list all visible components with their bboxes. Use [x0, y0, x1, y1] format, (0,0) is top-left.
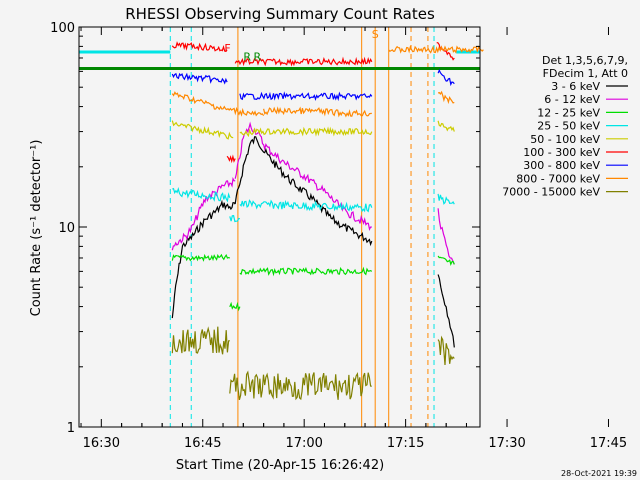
series-line-4-0 [171, 120, 234, 140]
series-line-0-0 [171, 199, 236, 319]
legend-label-3: 25 - 50 keV [537, 120, 600, 133]
legend-label-1: 6 - 12 keV [544, 93, 600, 106]
x-tick-label-2: 17:00 [285, 436, 322, 451]
series-line-3-2 [239, 199, 373, 213]
series-line-6-1 [239, 91, 373, 102]
series-line-7-2 [388, 45, 484, 54]
x-tick-label-3: 17:15 [387, 436, 424, 451]
annotation-2: R [243, 50, 251, 63]
series-line-6-2 [437, 68, 455, 87]
series-line-1-1 [234, 121, 372, 231]
series-line-7-3 [437, 90, 455, 105]
y-axis-label: Count Rate (s⁻¹ detector⁻¹) [29, 140, 44, 317]
legend-header-0: Det 1,3,5,6,7,9, [542, 54, 628, 67]
annotation-3: R [253, 50, 261, 63]
legend-header-1: FDecim 1, Att 0 [543, 67, 628, 80]
series-line-4-1 [239, 126, 373, 138]
legend-label-4: 50 - 100 keV [530, 133, 600, 146]
series-line-8-1 [229, 370, 372, 401]
x-axis-label: Start Time (20-Apr-15 16:26:42) [176, 458, 384, 473]
legend-label-7: 800 - 7000 keV [516, 172, 600, 185]
series-line-5-2 [234, 56, 373, 67]
legend-label-2: 12 - 25 keV [537, 106, 600, 119]
plot-content: SFR R [79, 27, 484, 427]
series-line-3-3 [437, 193, 455, 205]
series-line-7-1 [263, 106, 372, 118]
series-line-2-2 [239, 266, 373, 277]
series-12-25kev [171, 253, 455, 312]
legend-label-0: 3 - 6 keV [551, 80, 600, 93]
generated-timestamp: 28-Oct-2021 19:39 [561, 469, 637, 478]
x-tick-label-5: 17:45 [590, 436, 627, 451]
series-50-100kev [171, 120, 455, 140]
series-line-3-0 [172, 186, 231, 203]
series-line-5-0 [171, 41, 228, 52]
series-line-1-2 [437, 208, 455, 265]
legend-label-8: 7000 - 15000 keV [502, 186, 600, 199]
series-7000-15000kev [171, 326, 455, 401]
series-6-12kev [171, 121, 455, 265]
series-line-1-0 [171, 177, 236, 251]
y-tick-label-0: 1 [67, 421, 75, 436]
legend: Det 1,3,5,6,7,9,FDecim 1, Att 03 - 6 keV… [502, 54, 628, 199]
series-line-5-3 [436, 42, 455, 61]
series-3-6kev [171, 136, 455, 348]
series-line-5-1 [226, 154, 236, 164]
x-tick-label-4: 17:30 [488, 436, 525, 451]
annotation-1: F [224, 42, 230, 55]
series-line-6-0 [171, 72, 228, 85]
series-line-8-2 [437, 335, 455, 366]
series-line-0-1 [234, 136, 373, 247]
series-300-800kev [171, 68, 455, 102]
series-line-0-2 [437, 274, 455, 348]
y-tick-label-1: 10 [58, 221, 75, 236]
series-line-8-0 [171, 326, 230, 355]
x-tick-label-1: 16:45 [184, 436, 221, 451]
series-line-2-3 [437, 255, 455, 266]
series-line-3-1 [229, 215, 240, 223]
annotation-0: S [372, 28, 379, 41]
y-tick-label-2: 100 [50, 21, 75, 36]
legend-label-6: 300 - 800 keV [523, 159, 600, 172]
series-100-300kev [171, 41, 455, 164]
series-25-50kev [172, 186, 455, 223]
series-line-2-1 [229, 301, 241, 312]
series-800-7000kev [171, 45, 484, 118]
series-line-7-0 [171, 91, 265, 117]
axes: 16:3016:4517:0017:1517:3017:4518:0011010… [50, 21, 627, 451]
series-line-4-2 [437, 120, 455, 132]
series-line-2-0 [171, 253, 230, 262]
x-tick-label-0: 16:30 [83, 436, 120, 451]
legend-label-5: 100 - 300 keV [523, 146, 600, 159]
chart-title: RHESSI Observing Summary Count Rates [125, 5, 435, 23]
